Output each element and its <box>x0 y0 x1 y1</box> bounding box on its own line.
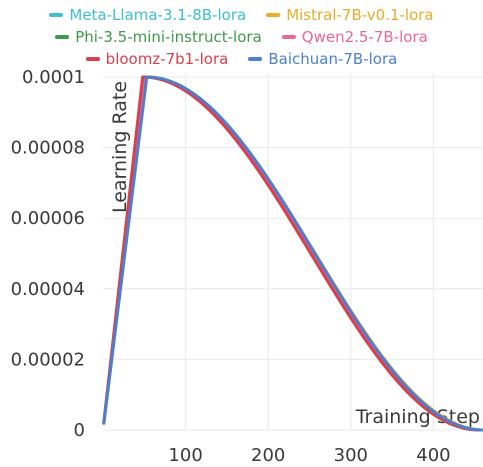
series-line-4 <box>102 75 483 432</box>
legend-swatch <box>85 57 100 61</box>
x-tick-label: 300 <box>334 445 368 466</box>
legend-label: Phi-3.5-mini-instruct-lora <box>75 28 262 46</box>
legend-label: bloomz-7b1-lora <box>105 50 229 68</box>
legend-swatch <box>49 13 64 17</box>
x-tick-label: 100 <box>168 445 202 466</box>
y-tick-label: 0.00006 <box>11 208 85 229</box>
y-tick-label: 0.0001 <box>22 67 85 88</box>
series-line-1 <box>102 75 483 432</box>
series-line-6 <box>102 75 483 432</box>
y-tick-label: 0.00002 <box>11 349 85 370</box>
y-axis-label: Learning Rate <box>109 81 131 213</box>
legend-swatch <box>248 57 263 61</box>
legend-swatch <box>266 13 281 17</box>
legend-row: Meta-Llama-3.1-8B-lora Mistral-7B-v0.1-lo… <box>0 4 483 26</box>
legend-item: Mistral-7B-v0.1-lora <box>266 6 434 24</box>
legend-row: bloomz-7b1-lora Baichuan-7B-lora <box>0 48 483 70</box>
x-tick-label: 400 <box>416 445 450 466</box>
chart-legend: Meta-Llama-3.1-8B-lora Mistral-7B-v0.1-lo… <box>0 4 483 70</box>
legend-row: Phi-3.5-mini-instruct-lora Qwen2.5-7B-lor… <box>0 26 483 48</box>
series-line-2 <box>102 75 483 432</box>
legend-label: Baichuan-7B-lora <box>268 50 398 68</box>
legend-swatch <box>55 35 70 39</box>
legend-label: Meta-Llama-3.1-8B-lora <box>69 6 247 24</box>
y-tick-label: 0 <box>74 420 85 441</box>
series-line-5 <box>102 75 481 432</box>
legend-item: Baichuan-7B-lora <box>248 50 397 68</box>
legend-item: bloomz-7b1-lora <box>85 50 229 68</box>
legend-label: Mistral-7B-v0.1-lora <box>286 6 434 24</box>
legend-item: Phi-3.5-mini-instruct-lora <box>55 28 262 46</box>
series-line-3 <box>102 75 483 432</box>
legend-label: Qwen2.5-7B-lora <box>301 28 428 46</box>
y-tick-label: 0.00008 <box>11 138 85 159</box>
x-tick-label: 200 <box>251 445 285 466</box>
legend-item: Qwen2.5-7B-lora <box>281 28 428 46</box>
y-tick-label: 0.00004 <box>11 279 85 300</box>
legend-swatch <box>281 35 296 39</box>
legend-item: Meta-Llama-3.1-8B-lora <box>49 6 246 24</box>
